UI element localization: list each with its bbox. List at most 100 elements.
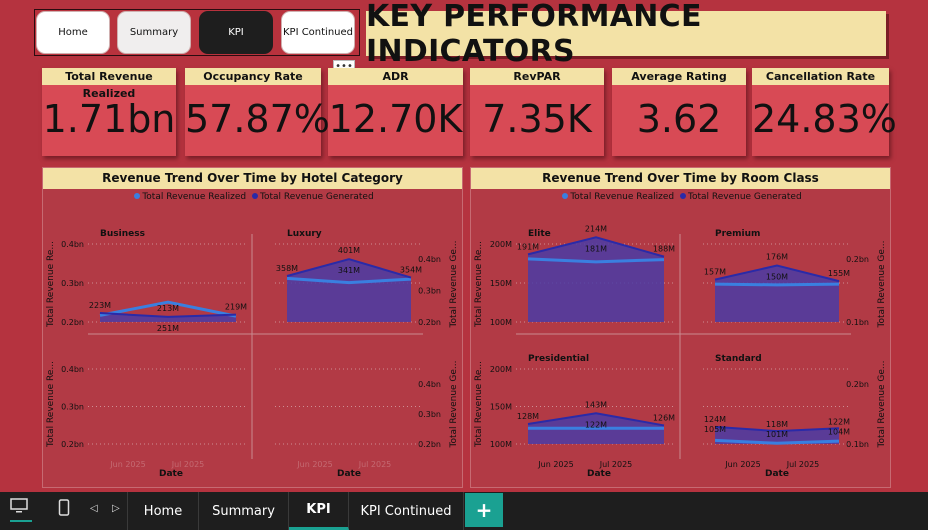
kpi-value: 1.71bn — [42, 97, 176, 141]
y-tick-label: 0.4bn — [61, 365, 84, 374]
series-line-generated — [714, 425, 840, 433]
kpi-card-revenue: Total Revenue Realized 1.71bn — [42, 68, 176, 156]
chart-hotel-category: Revenue Trend Over Time by Hotel Categor… — [42, 167, 463, 488]
data-label: 188M — [653, 245, 675, 254]
facet-title: Premium — [715, 229, 760, 239]
kpi-card-revpar: RevPAR 7.35K — [470, 68, 604, 156]
legend-item: Total Revenue Realized — [142, 192, 247, 202]
data-label: 214M — [585, 224, 607, 233]
legend-item: Total Revenue Generated — [688, 192, 802, 202]
y-axis-label: Total Revenue Re... — [474, 241, 484, 328]
y-axis-label: Total Revenue Re... — [46, 361, 56, 448]
y-tick-label: 0.3bn — [61, 403, 84, 412]
y-tick-label-right: 0.3bn — [418, 287, 441, 296]
data-label: 122M — [585, 420, 607, 429]
series-line-generated — [527, 412, 665, 427]
x-tick-label: Jul 2025 — [786, 460, 820, 469]
nav-kpi-continued-button[interactable]: KPI Continued — [281, 11, 355, 54]
legend-item: Total Revenue Generated — [260, 192, 374, 202]
legend-realized-icon — [562, 193, 569, 199]
nav-summary-button[interactable]: Summary — [117, 11, 191, 54]
page-title: KEY PERFORMANCE INDICATORS — [366, 0, 886, 69]
legend-generated-icon — [680, 193, 686, 199]
x-axis-label: Date — [337, 469, 361, 479]
chart-legend: Total Revenue Realized Total Revenue Gen… — [43, 192, 462, 202]
x-axis-label: Date — [159, 469, 183, 479]
x-tick-label: Jul 2025 — [358, 460, 392, 469]
x-axis-label: Date — [765, 469, 789, 479]
tab-prev-icon[interactable]: ◁ — [90, 503, 98, 514]
kpi-value: 7.35K — [482, 97, 592, 141]
x-tick-label: Jul 2025 — [171, 460, 205, 469]
data-label: 191M — [517, 242, 539, 251]
tab-summary[interactable]: Summary — [199, 492, 289, 530]
y-axis-label-right: Total Revenue Ge... — [449, 360, 459, 448]
tab-next-icon[interactable]: ▷ — [112, 503, 120, 514]
data-label: 155M — [828, 269, 850, 278]
data-label: 150M — [766, 273, 788, 282]
series-line-realized — [286, 276, 412, 285]
kpi-card-adr: ADR 12.70K — [328, 68, 463, 156]
data-label: 354M — [400, 266, 422, 275]
facet-title: Standard — [715, 354, 762, 364]
series-line-realized — [714, 438, 840, 445]
series-line-realized — [99, 300, 237, 318]
data-label: 157M — [704, 268, 726, 277]
y-tick-label: 200M — [490, 240, 512, 249]
y-tick-label-right: 0.2bn — [846, 255, 869, 264]
y-tick-label: 100M — [490, 318, 512, 327]
chart-room-class-plot[interactable]: Total Revenue Re... Total Revenue Re... To… — [471, 204, 890, 488]
page-tab-bar: ◁ ▷ Home Summary KPI KPI Continued — [0, 492, 928, 530]
series-area — [528, 237, 664, 322]
tab-kpi[interactable]: KPI — [289, 492, 349, 530]
chart-title: Revenue Trend Over Time by Hotel Categor… — [43, 168, 462, 189]
y-tick-label-right: 0.1bn — [846, 318, 869, 327]
facet-title: Presidential — [528, 354, 589, 364]
data-label: 176M — [766, 253, 788, 262]
nav-home-button[interactable]: Home — [36, 11, 110, 54]
y-tick-label: 0.2bn — [61, 318, 84, 327]
facet-title: Elite — [528, 229, 551, 239]
data-label: 401M — [338, 246, 360, 255]
y-tick-label: 0.4bn — [61, 240, 84, 249]
y-tick-label-right: 0.2bn — [418, 440, 441, 449]
series-area — [287, 259, 411, 322]
y-tick-label: 150M — [490, 403, 512, 412]
data-label: 105M — [704, 425, 726, 434]
chart-legend: Total Revenue Realized Total Revenue Gen… — [471, 192, 890, 202]
kpi-label: Average Rating — [612, 68, 746, 85]
kpi-value: 12.70K — [328, 97, 463, 141]
nav-kpi-button[interactable]: KPI — [199, 11, 273, 54]
data-label: 143M — [585, 400, 607, 409]
data-label: 124M — [704, 415, 726, 424]
add-page-button[interactable]: + — [465, 493, 503, 527]
series-area — [715, 265, 839, 322]
data-label: 219M — [225, 303, 247, 312]
y-axis-label-right: Total Revenue Ge... — [877, 240, 887, 328]
data-label: 358M — [276, 264, 298, 273]
x-tick-label: Jun 2025 — [537, 460, 573, 469]
x-tick-label: Jun 2025 — [109, 460, 145, 469]
data-label: 126M — [653, 413, 675, 422]
series-line-realized — [714, 282, 840, 287]
chart-hotel-category-plot[interactable]: Total Revenue Re... Total Revenue Re... To… — [43, 204, 462, 488]
kpi-label: ADR — [328, 68, 463, 85]
legend-realized-icon — [134, 193, 141, 199]
kpi-value: 24.83% — [752, 97, 897, 141]
x-axis-label: Date — [587, 469, 611, 479]
data-label: 101M — [766, 430, 788, 439]
page-title-text: KEY PERFORMANCE INDICATORS — [366, 0, 702, 69]
report-canvas: Home Summary KPI KPI Continued KEY PERFO… — [34, 0, 897, 488]
mobile-view-icon[interactable] — [58, 499, 70, 521]
kpi-card-rating: Average Rating 3.62 — [612, 68, 746, 156]
data-label: 118M — [766, 420, 788, 429]
tab-kpi-continued[interactable]: KPI Continued — [349, 492, 464, 530]
tab-home[interactable]: Home — [127, 492, 199, 530]
y-tick-label-right: 0.2bn — [846, 380, 869, 389]
series-line-generated — [286, 258, 412, 279]
data-label: 251M — [157, 324, 179, 333]
desktop-view-icon[interactable] — [10, 498, 32, 522]
data-label: 341M — [338, 266, 360, 275]
y-tick-label-right: 0.3bn — [418, 410, 441, 419]
x-tick-label: Jun 2025 — [724, 460, 760, 469]
